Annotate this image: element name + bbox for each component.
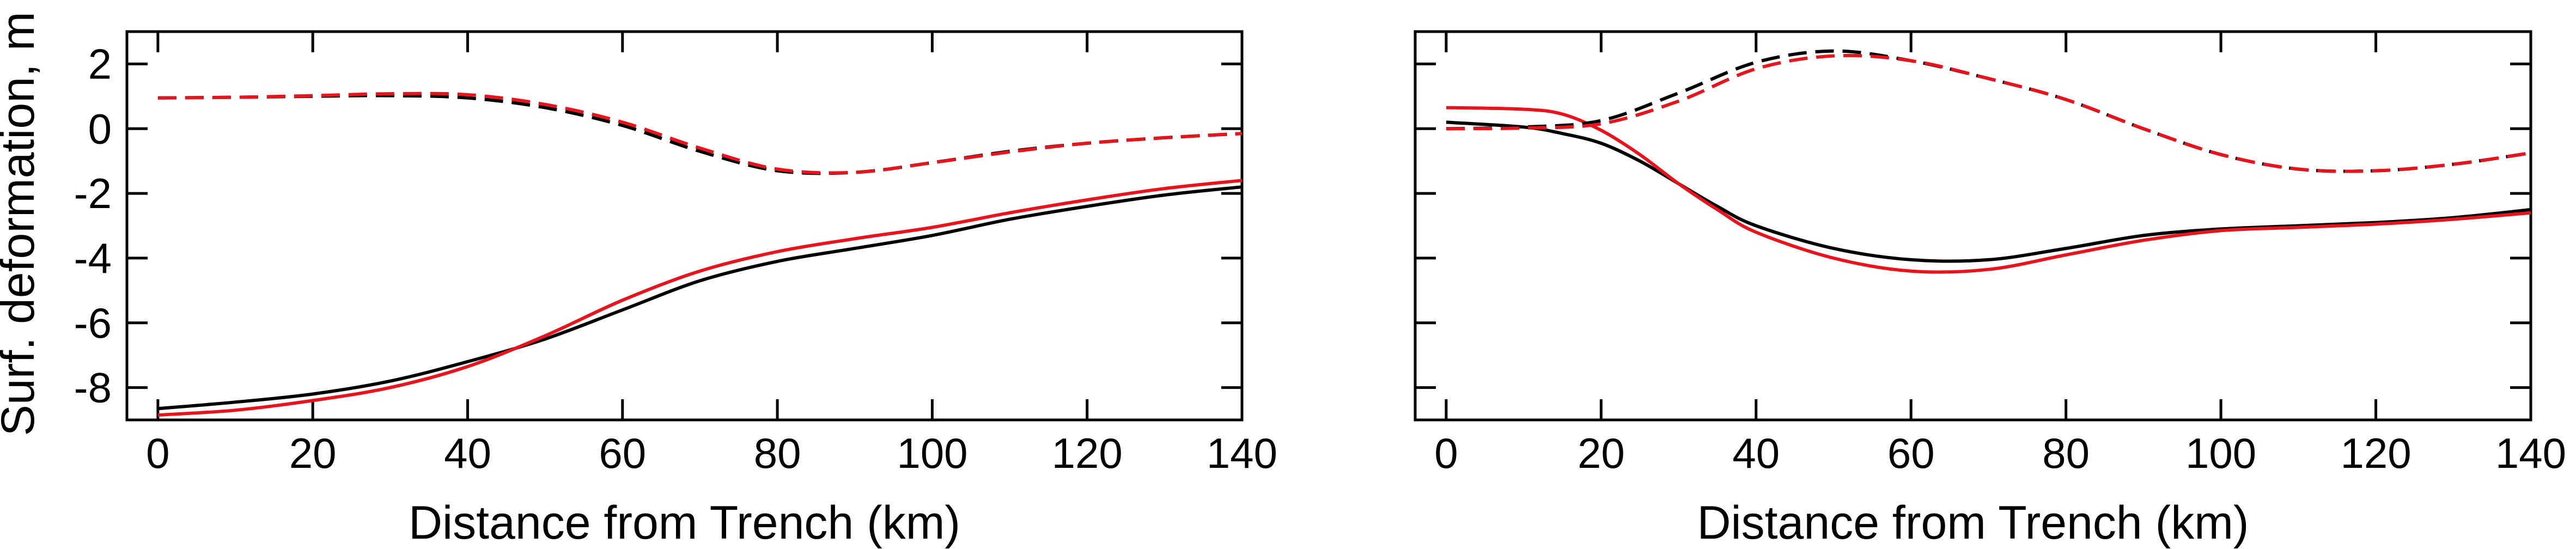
y-tick-label: -8 (74, 364, 112, 412)
plot-frame (125, 30, 1244, 422)
x-tick-label: 100 (897, 429, 967, 477)
black-dashed-series-line (1446, 49, 2531, 173)
x-tick-label: 0 (146, 429, 169, 477)
x-tick-label: 140 (1207, 429, 1277, 477)
x-tick-label: 60 (599, 429, 646, 477)
red-dashed-series-line (157, 91, 1243, 175)
x-tick-label: 0 (1434, 429, 1458, 477)
x-axis-title: Distance from Trench (km) (1697, 497, 2249, 549)
black-dashed-series-line (157, 94, 1243, 175)
x-axis-title: Distance from Trench (km) (409, 497, 960, 549)
y-tick-label: 2 (88, 40, 112, 88)
plot-frame (1414, 30, 2532, 422)
x-tick-label: 120 (2340, 429, 2411, 477)
x-tick-label: 100 (2185, 429, 2256, 477)
y-axis-title: Surf. deformation, m (0, 11, 44, 436)
x-tick-label: 60 (1887, 429, 1935, 477)
x-tick-label: 20 (1578, 429, 1625, 477)
red-dashed-series-line (1446, 53, 2531, 173)
x-tick-label: 20 (289, 429, 337, 477)
right-panel: 0 20 40 60 80 100 120 140 Distance from Trench (… (1414, 30, 2566, 549)
x-tick-label: 140 (2495, 429, 2566, 477)
red-solid-series-line (1446, 106, 2531, 274)
y-tick-label: 0 (88, 105, 112, 152)
black-solid-series-line (157, 185, 1243, 411)
x-tick-label: 40 (1732, 429, 1780, 477)
y-tick-label: -4 (74, 234, 112, 282)
y-tick-label: -6 (74, 299, 112, 347)
black-solid-series-line (1446, 120, 2531, 263)
x-tick-label: 80 (2042, 429, 2090, 477)
x-tick-label: 80 (754, 429, 801, 477)
x-tick-label: 120 (1052, 429, 1123, 477)
y-tick-label: -2 (74, 169, 112, 217)
red-solid-series-line (157, 179, 1243, 417)
x-tick-label: 40 (444, 429, 491, 477)
